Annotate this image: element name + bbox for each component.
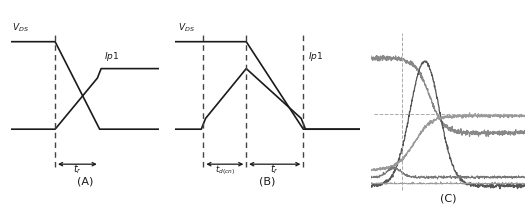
Text: $t_{d(cn)}$: $t_{d(cn)}$: [215, 163, 235, 177]
Text: $V_{DS}$: $V_{DS}$: [178, 22, 195, 34]
Text: (B): (B): [260, 176, 276, 186]
Text: $t_r$: $t_r$: [73, 162, 82, 176]
Text: $Ip1$: $Ip1$: [104, 50, 119, 63]
Text: $t_r$: $t_r$: [270, 162, 279, 176]
Text: (A): (A): [77, 176, 93, 186]
Text: (C): (C): [439, 194, 456, 204]
Text: $V_{DS}$: $V_{DS}$: [12, 22, 29, 34]
Text: $Ip1$: $Ip1$: [307, 50, 323, 63]
